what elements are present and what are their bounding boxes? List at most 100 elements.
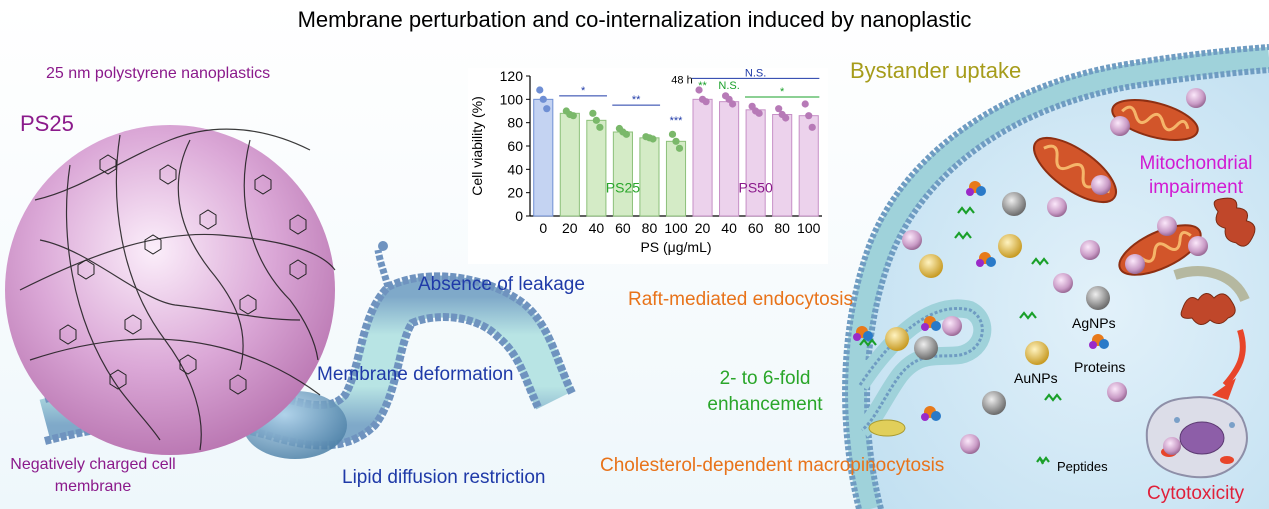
- data-point: [649, 135, 657, 143]
- agnps-label: AgNPs: [1072, 315, 1116, 331]
- bar: [719, 101, 740, 217]
- x-tick-label: 60: [748, 220, 764, 236]
- ag-particle: [1002, 192, 1026, 216]
- bar: [772, 114, 793, 217]
- ps-particle: [1188, 236, 1208, 256]
- left-bilayer-top-heads: [43, 272, 576, 409]
- significance-label: N.S.: [745, 68, 766, 79]
- membrane-charge-label: Negatively charged cell membrane: [10, 456, 176, 496]
- y-tick-label: 0: [515, 208, 523, 224]
- x-tick-label: 100: [664, 220, 688, 236]
- mitochondrion-2: [1111, 99, 1199, 141]
- data-point: [536, 86, 544, 94]
- ps25-label: PS25: [20, 111, 74, 136]
- data-point: [695, 86, 703, 94]
- peptides-label: Peptides: [1057, 459, 1108, 474]
- data-point: [539, 95, 547, 103]
- ps25-sphere: [5, 125, 336, 455]
- data-point: [592, 116, 600, 124]
- ps-particle: [1157, 216, 1177, 236]
- cell-membrane-outer-heads: [842, 44, 1269, 509]
- data-point: [672, 137, 680, 145]
- cell-membrane-inner-heads: [864, 67, 1269, 509]
- proteins: [853, 181, 1109, 421]
- damaged-mitochondrion-2: [1180, 293, 1236, 325]
- bar: [692, 98, 713, 217]
- x-tick-label: 20: [562, 220, 578, 236]
- damage-arrow-red: [1222, 329, 1246, 387]
- damaged-mitochondrion-1: [1213, 197, 1256, 247]
- raft-endocytosis-label: Raft-mediated endocytosis: [628, 289, 853, 310]
- data-point: [622, 130, 631, 138]
- bar: [665, 140, 687, 217]
- damage-arrow-gray: [1173, 266, 1250, 303]
- bar: [586, 119, 607, 217]
- lipid-tail-strand: [374, 249, 392, 288]
- endocytic-pocket: [852, 299, 992, 438]
- data-point: [782, 114, 790, 122]
- group-label: PS25: [606, 180, 640, 196]
- x-tick-label: 0: [539, 220, 547, 236]
- peptides: [859, 206, 1062, 465]
- data-point: [702, 98, 710, 106]
- x-axis-label: PS (μg/mL): [640, 239, 711, 255]
- ps-particle: [1047, 197, 1067, 217]
- ps-particle: [1091, 175, 1111, 195]
- viability-chart-svg: 0 20 40 60 80 100 120 Cell viability (%) 0 20 40 60…: [469, 67, 822, 255]
- significance-label: ***: [670, 115, 684, 127]
- data-point: [675, 144, 684, 152]
- y-tick-label: 100: [500, 91, 524, 107]
- data-point: [755, 109, 763, 117]
- data-point: [775, 105, 783, 113]
- significance-label: **: [632, 94, 641, 106]
- time-label: 48 h: [671, 74, 692, 86]
- bar: [798, 115, 819, 217]
- aunps-label: AuNPs: [1014, 370, 1058, 386]
- significance-label: N.S.: [718, 80, 739, 92]
- y-tick-label: 80: [507, 115, 523, 131]
- y-tick-label: 60: [507, 138, 523, 154]
- data-point: [596, 123, 604, 131]
- ag-particle: [914, 336, 938, 360]
- x-tick-label: 80: [774, 220, 790, 236]
- data-point: [668, 130, 677, 138]
- bar: [639, 137, 660, 217]
- data-point: [569, 112, 577, 120]
- bar: [612, 131, 633, 217]
- au-particle: [885, 327, 909, 351]
- ps-particle: [1163, 437, 1181, 455]
- figure-title: Membrane perturbation and co-internaliza…: [297, 7, 972, 32]
- au-particle: [1025, 341, 1049, 365]
- leakage-label: Absence of leakage: [418, 274, 585, 295]
- significance-label: *: [780, 86, 785, 98]
- ag-particle: [1086, 286, 1110, 310]
- y-axis-label: Cell viability (%): [469, 96, 485, 196]
- bar: [745, 109, 766, 217]
- data-point: [808, 123, 816, 131]
- ps-particle: [1110, 116, 1130, 136]
- membrane-channel: [868, 419, 906, 437]
- bar: [533, 98, 554, 217]
- cell-membrane: [845, 47, 1269, 509]
- x-tick-label: 80: [642, 220, 658, 236]
- data-point: [805, 112, 813, 120]
- significance-label: *: [581, 85, 586, 97]
- x-tick-label: 20: [695, 220, 711, 236]
- ps-particle: [1125, 254, 1145, 274]
- enhancement-label: 2- to 6-fold enhancement: [707, 368, 823, 415]
- lipid-head-free: [378, 241, 388, 251]
- ps-particle: [960, 434, 980, 454]
- group-label: PS50: [739, 180, 773, 196]
- bystander-label: Bystander uptake: [850, 58, 1022, 83]
- ps-particle: [902, 230, 922, 250]
- x-tick-label: 60: [615, 220, 631, 236]
- ag-particle: [982, 391, 1006, 415]
- mitochondria-label: Mitochondrial impairment: [1139, 153, 1253, 198]
- cytotoxicity-label: Cytotoxicity: [1147, 483, 1245, 504]
- dying-cell: [1145, 396, 1248, 479]
- viability-chart: 0 20 40 60 80 100 120 Cell viability (%) 0 20 40 60…: [468, 67, 828, 264]
- ps-particle: [1053, 273, 1073, 293]
- data-point: [589, 109, 597, 117]
- y-tick-label: 120: [500, 68, 524, 84]
